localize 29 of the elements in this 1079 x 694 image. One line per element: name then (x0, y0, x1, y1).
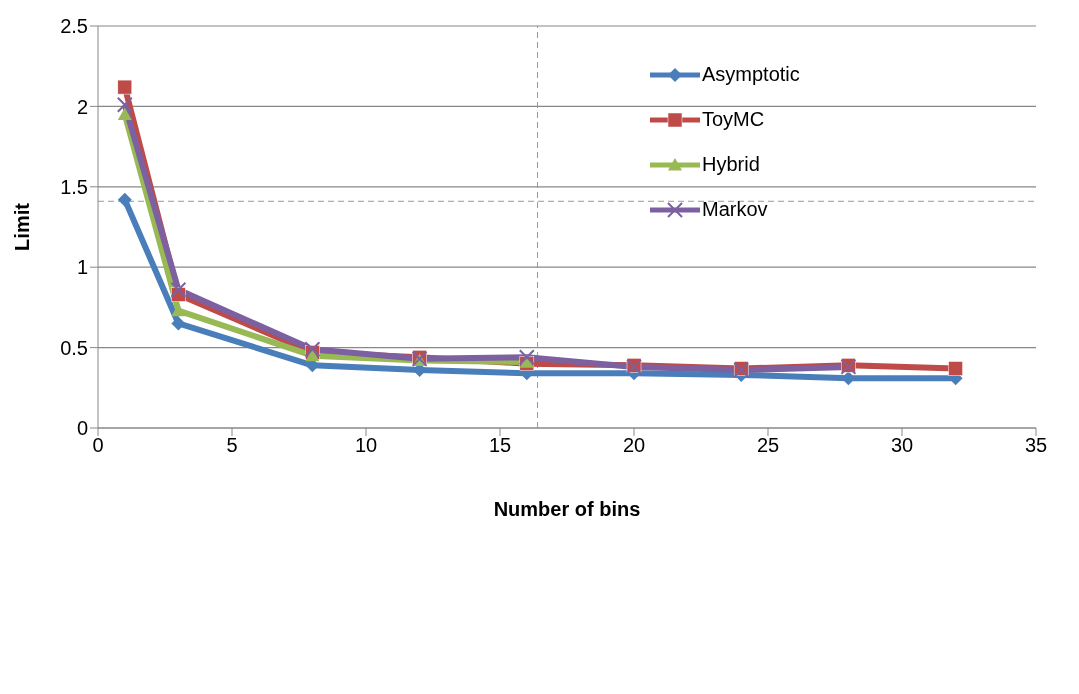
point (171, 316, 186, 331)
x-tick-label: 35 (1024, 434, 1048, 457)
point (518, 349, 535, 366)
y-tick-label: 1.5 (60, 175, 88, 198)
point (116, 96, 133, 113)
point (117, 107, 132, 121)
x-tick-label: 15 (488, 434, 512, 457)
legend-label: Hybrid (702, 153, 760, 176)
point (304, 341, 321, 358)
y-axis-title: Limit (11, 202, 34, 251)
point (170, 281, 187, 298)
legend-label: Asymptotic (702, 63, 800, 86)
point (948, 361, 963, 376)
y-tick-label: 2 (76, 95, 88, 118)
y-tick-label: 0 (76, 417, 88, 440)
x-tick-label: 10 (354, 434, 378, 457)
point (117, 192, 132, 207)
y-tick-label: 0.5 (60, 336, 88, 359)
x-tick-label: 25 (756, 434, 780, 457)
x-tick-label: 5 (226, 434, 238, 457)
legend-label: Markov (702, 198, 768, 221)
x-tick-label: 0 (92, 434, 104, 457)
point (117, 79, 133, 95)
x-tick-label: 30 (890, 434, 914, 457)
x-axis-title: Number of bins (493, 498, 641, 520)
y-tick-label: 2.5 (60, 15, 88, 38)
y-tick-label: 1 (76, 256, 88, 279)
x-tick-label: 20 (622, 434, 646, 457)
legend-label: ToyMC (702, 108, 765, 131)
